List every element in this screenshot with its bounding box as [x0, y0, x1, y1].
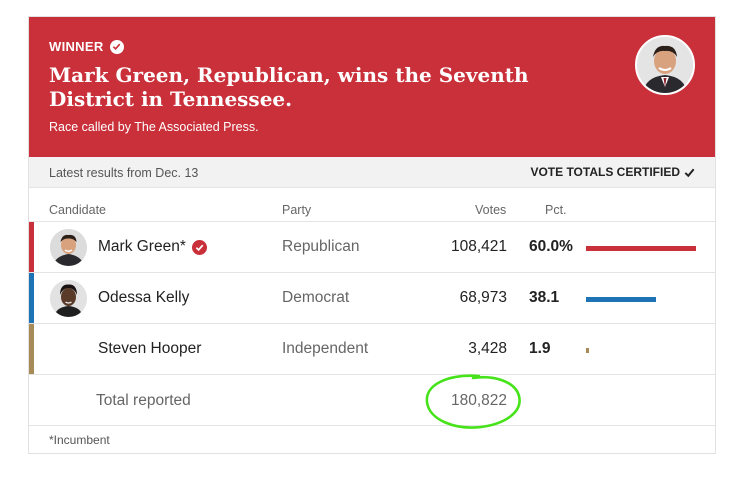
col-candidate: Candidate: [49, 203, 106, 217]
certified-badge: VOTE TOTALS CERTIFIED: [530, 165, 695, 179]
candidate-party: Democrat: [282, 289, 350, 306]
headline: Mark Green, Republican, wins the Seventh…: [49, 63, 529, 111]
col-pct: Pct.: [545, 203, 567, 217]
vote-share-bar: [586, 297, 656, 302]
candidate-votes: 68,973: [459, 289, 507, 306]
candidate-name: Mark Green*: [98, 238, 186, 255]
table-row: Odessa Kelly Democrat 68,973 38.1: [29, 273, 715, 324]
candidate-pct: 60.0%: [529, 238, 573, 255]
certified-check-icon: [684, 168, 695, 177]
candidate-avatar-kelly: [50, 280, 87, 317]
candidate-name: Steven Hooper: [98, 340, 202, 357]
winner-label-row: WINNER: [49, 39, 124, 54]
candidate-party: Republican: [282, 238, 360, 255]
vote-share-bar: [586, 246, 696, 251]
winner-portrait: [635, 35, 695, 95]
total-value: 180,822: [450, 392, 507, 409]
col-votes: Votes: [475, 203, 507, 217]
certified-label: VOTE TOTALS CERTIFIED: [530, 165, 680, 179]
total-label: Total reported: [96, 392, 191, 409]
total-row: Total reported 180,822: [29, 374, 715, 429]
candidate-party: Independent: [282, 340, 369, 357]
latest-results-text: Latest results from Dec. 13: [49, 166, 199, 180]
candidate-pct: 38.1: [529, 289, 560, 306]
election-results-card: WINNER Mark Green, Republican, wins the …: [28, 16, 716, 454]
incumbent-footnote: *Incumbent: [49, 433, 110, 447]
candidate-name: Odessa Kelly: [98, 289, 190, 306]
col-party: Party: [282, 203, 312, 217]
party-color-stripe: [29, 324, 34, 374]
winner-check-icon: [191, 239, 207, 255]
vote-share-bar: [586, 348, 589, 353]
handdrawn-highlight-circle: [425, 374, 521, 429]
table-header: Candidate Party Votes Pct.: [29, 188, 715, 222]
candidate-pct: 1.9: [529, 340, 551, 357]
candidate-avatar-green: [50, 229, 87, 266]
race-called-text: Race called by The Associated Press.: [49, 120, 259, 134]
status-strip: Latest results from Dec. 13 VOTE TOTALS …: [29, 157, 715, 188]
party-color-stripe: [29, 222, 34, 272]
party-color-stripe: [29, 273, 34, 323]
table-row: Mark Green* Republican 108,421 60.0%: [29, 222, 715, 273]
winner-banner: WINNER Mark Green, Republican, wins the …: [29, 17, 715, 157]
check-icon: [109, 39, 124, 54]
candidate-votes: 108,421: [450, 238, 507, 255]
table-row: Steven Hooper Independent 3,428 1.9: [29, 324, 715, 375]
candidate-votes: 3,428: [468, 340, 507, 357]
winner-label: WINNER: [49, 39, 104, 54]
